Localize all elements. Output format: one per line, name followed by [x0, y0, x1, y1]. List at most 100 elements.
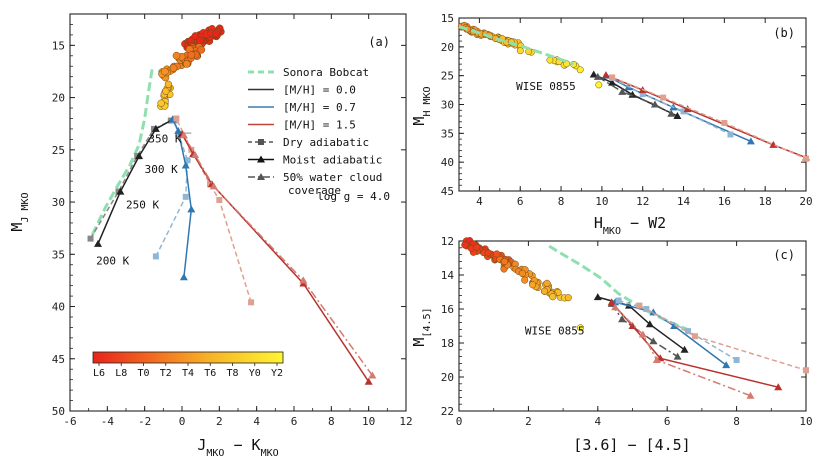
- y-tick-label: 40: [441, 156, 454, 169]
- object-point: [564, 294, 572, 302]
- triangle-marker: [593, 293, 602, 301]
- panel-label-b: (b): [773, 26, 795, 40]
- x-tick-label: -2: [138, 415, 151, 428]
- wise0855-point: [577, 324, 584, 332]
- triangle-marker: [601, 71, 610, 79]
- x-tick-label: 4: [594, 415, 601, 428]
- object-point: [473, 243, 481, 251]
- legend-label: 50% water cloud: [283, 171, 382, 184]
- series-line: [639, 304, 807, 371]
- series-line: [611, 77, 731, 136]
- colorbar-tick-label: L6: [93, 368, 105, 379]
- legend-marker: [257, 173, 265, 180]
- object-point: [518, 269, 526, 277]
- object-point: [160, 67, 169, 76]
- y-tick-label: 50: [52, 405, 65, 418]
- triangle-marker: [680, 345, 689, 353]
- x-axis-label-b: HMKO − W2: [594, 214, 666, 237]
- x-tick-label: -6: [63, 415, 76, 428]
- panel-2-axes: 0 2 4 6 8 10 12 14 16 18 20 22: [441, 235, 813, 428]
- triangle-marker: [638, 330, 647, 338]
- x-tick-label: 6: [291, 415, 298, 428]
- axis-label-main: M: [8, 223, 26, 232]
- x-tick-label: 4: [476, 195, 483, 208]
- y-tick-label: 25: [441, 70, 454, 83]
- y-tick-label: 30: [52, 196, 65, 209]
- x-tick-label: 6: [664, 415, 671, 428]
- series-2-5: [611, 303, 755, 399]
- x-tick-label: 0: [179, 415, 186, 428]
- axis-label-sub: MKO: [261, 448, 279, 459]
- object-point: [484, 249, 492, 257]
- square-marker: [609, 74, 616, 81]
- object-point: [529, 281, 537, 289]
- series-line: [175, 118, 252, 303]
- series-2-6: [636, 302, 809, 374]
- square-marker: [216, 196, 223, 203]
- colorbar-tick-label: T2: [160, 368, 172, 379]
- y-tick-label: 30: [441, 99, 454, 112]
- axis-label-main: [4.5]: [646, 436, 691, 454]
- temperature-label: 200 K: [96, 255, 129, 268]
- square-marker: [803, 367, 809, 374]
- triangle-marker: [673, 112, 682, 120]
- y-tick-label: 35: [52, 248, 65, 261]
- square-marker: [727, 131, 734, 138]
- triangle-marker: [673, 352, 682, 360]
- triangle-marker: [650, 100, 659, 108]
- x-tick-label: 18: [759, 195, 772, 208]
- legend-label: [M/H] = 1.5: [283, 119, 356, 132]
- series-1-5: [609, 74, 809, 162]
- x-tick-label: 2: [216, 415, 223, 428]
- triangle-marker: [593, 72, 602, 80]
- square-marker: [639, 91, 646, 98]
- temperature-label: 300 K: [145, 163, 178, 176]
- object-point: [549, 293, 557, 301]
- triangle-marker: [667, 109, 676, 117]
- triangle-marker: [645, 320, 654, 328]
- panel-label-a: (a): [368, 35, 390, 49]
- triangle-marker: [774, 383, 783, 391]
- series-0-3: [168, 115, 196, 281]
- square-marker: [680, 108, 687, 115]
- colorbar-tick-label: T8: [226, 368, 238, 379]
- sonora-bobcat-curve-1: [458, 25, 574, 66]
- triangle-marker: [608, 78, 617, 86]
- temperature-label: 350 K: [148, 133, 181, 146]
- series-line: [614, 306, 751, 397]
- y-tick-label: 14: [441, 269, 455, 282]
- square-marker: [643, 306, 650, 312]
- colorbar-gradient: [92, 351, 284, 364]
- axis-label-main: W2: [648, 214, 666, 232]
- triangle-marker: [94, 239, 102, 247]
- x-tick-label: 10: [362, 415, 375, 428]
- triangle-marker: [618, 87, 627, 95]
- legend-label: Moist adiabatic: [283, 154, 382, 167]
- triangle-marker: [618, 315, 627, 323]
- legend-marker: [257, 155, 265, 163]
- y-tick-label: 35: [441, 127, 454, 140]
- object-point: [169, 64, 178, 72]
- series-line: [611, 301, 779, 388]
- y-tick-label: 25: [52, 144, 65, 157]
- colorbar-tick-label: Y2: [271, 368, 283, 379]
- x-tick-label: -4: [101, 415, 115, 428]
- y-tick-label: 20: [441, 371, 454, 384]
- legend-label: [M/H] = 0.0: [283, 84, 356, 97]
- series-line: [618, 299, 737, 361]
- axis-label-sep: −: [621, 214, 648, 232]
- object-point: [501, 257, 509, 266]
- x-tick-label: 10: [799, 415, 812, 428]
- triangle-marker: [769, 140, 778, 148]
- triangle-marker: [179, 131, 188, 139]
- y-tick-label: 45: [52, 353, 65, 366]
- triangle-marker: [187, 205, 196, 213]
- series-line: [155, 120, 189, 257]
- x-tick-label: 2: [525, 415, 532, 428]
- x-tick-label: 8: [558, 195, 565, 208]
- square-marker: [615, 297, 622, 304]
- panel-label-c: (c): [773, 248, 795, 262]
- triangle-marker: [151, 124, 160, 132]
- object-point: [540, 287, 549, 295]
- x-tick-label: 6: [517, 195, 524, 208]
